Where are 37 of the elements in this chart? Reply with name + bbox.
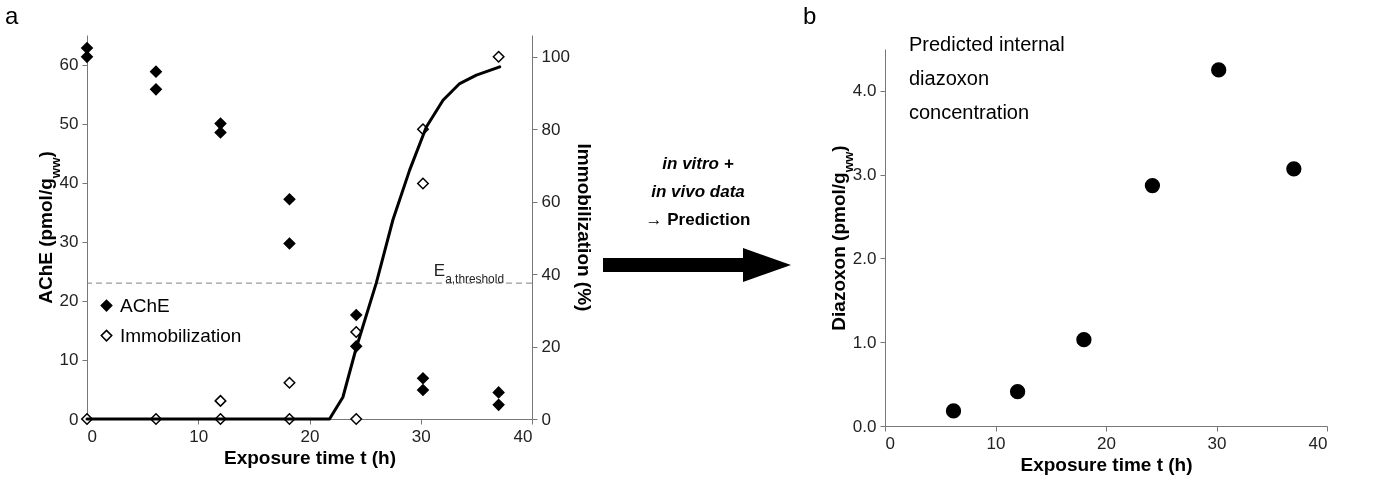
y2-tick-label: 40 bbox=[541, 264, 561, 284]
y-tick-label: 0.0 bbox=[852, 416, 877, 436]
y-tick-label: 2.0 bbox=[852, 248, 877, 268]
y2-tick-label: 60 bbox=[541, 192, 561, 212]
text: in vitro + in vivo data → Prediction bbox=[644, 153, 752, 231]
y-tick-label: 50 bbox=[59, 114, 79, 134]
x-tick-label: 0 bbox=[885, 433, 895, 453]
legend-label: AChE bbox=[120, 294, 170, 316]
x-tick-label: 10 bbox=[189, 426, 209, 446]
y-tick-label: 4.0 bbox=[852, 81, 877, 101]
y-tick-label: 40 bbox=[59, 173, 79, 193]
y-tick-label: 0 bbox=[69, 409, 79, 429]
chart-title: a bbox=[5, 2, 19, 29]
y-tick-label: 30 bbox=[59, 232, 79, 252]
y-tick-label: 10 bbox=[59, 350, 79, 370]
chart-title: b bbox=[803, 2, 817, 29]
y-tick-label: 3.0 bbox=[852, 165, 877, 185]
y2-tick-label: 100 bbox=[541, 47, 570, 67]
y2-tick-label: 80 bbox=[541, 119, 561, 139]
x-tick-label: 20 bbox=[1097, 433, 1116, 453]
y-tick-label: 1.0 bbox=[852, 332, 877, 352]
y2-axis-title: Immobilization (%) bbox=[573, 143, 595, 312]
y2-tick-label: 0 bbox=[541, 409, 551, 429]
x-tick-label: 40 bbox=[1308, 433, 1328, 453]
x-axis-title: Exposure time t (h) bbox=[1020, 453, 1193, 475]
x-tick-label: 20 bbox=[300, 426, 320, 446]
ref-line-label: E$_{a,threshold}$ bbox=[433, 261, 504, 287]
x-tick-label: 0 bbox=[87, 426, 97, 446]
annotation: Predicted internal diazoxon concentration bbox=[909, 33, 1065, 123]
x-tick-label: 40 bbox=[513, 426, 533, 446]
y2-tick-label: 20 bbox=[541, 337, 561, 357]
x-tick-label: 30 bbox=[1207, 433, 1227, 453]
y-tick-label: 60 bbox=[59, 55, 79, 75]
x-tick-label: 30 bbox=[411, 426, 431, 446]
legend-label: Immobilization bbox=[120, 324, 242, 346]
x-tick-label: 10 bbox=[986, 433, 1006, 453]
x-axis-title: Exposure time t (h) bbox=[223, 446, 397, 468]
